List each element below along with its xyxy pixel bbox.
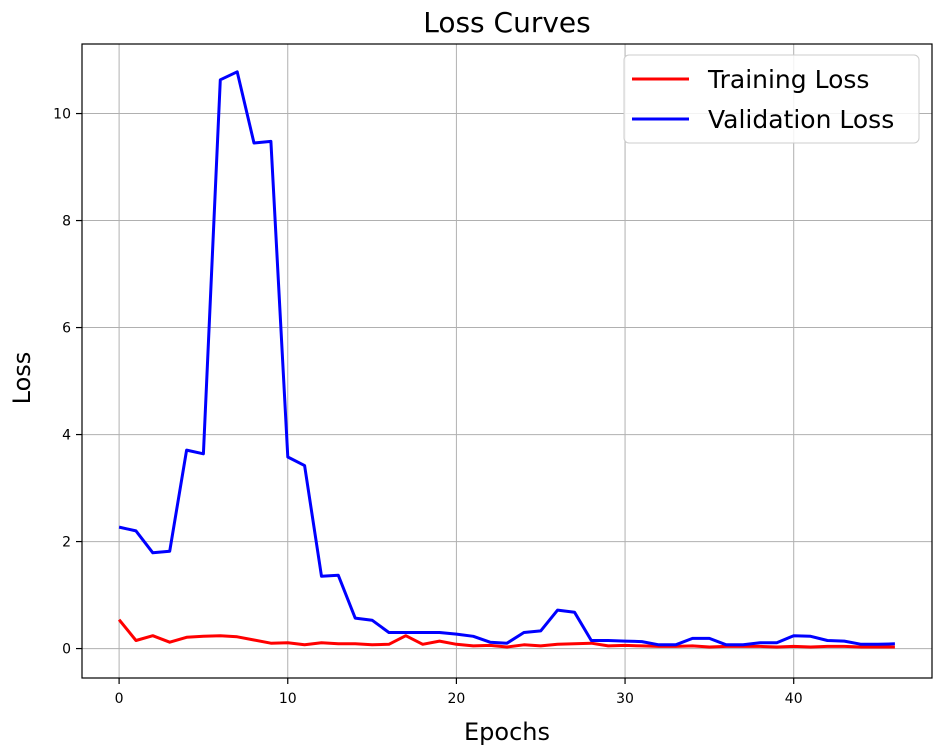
y-tick-label: 0 <box>62 642 71 658</box>
axis-ticks: 0 10 20 30 40 0 2 4 6 8 10 <box>53 107 802 707</box>
legend-label-training-loss: Training Loss <box>707 65 869 94</box>
series-line-training-loss <box>117 618 895 649</box>
series-lines <box>117 70 895 649</box>
y-tick-label: 2 <box>62 535 71 551</box>
y-axis-title: Loss <box>8 352 36 405</box>
chart-title: Loss Curves <box>423 6 591 39</box>
x-tick-label: 0 <box>115 691 124 707</box>
y-tick-label: 6 <box>62 321 71 337</box>
legend-box <box>623 54 920 144</box>
y-tick-label: 10 <box>53 107 71 123</box>
series-line-validation-loss <box>118 70 895 647</box>
x-tick-label: 30 <box>616 691 634 707</box>
x-tick-label: 10 <box>279 691 297 707</box>
legend-label-validation-loss: Validation Loss <box>708 105 894 134</box>
grid-lines <box>82 44 932 678</box>
plot-frame <box>81 43 933 679</box>
x-tick-label: 40 <box>785 691 803 707</box>
y-tick-label: 8 <box>62 214 71 230</box>
plot-area <box>82 44 932 678</box>
x-tick-label: 20 <box>447 691 465 707</box>
x-axis-title: Epochs <box>464 718 550 746</box>
y-tick-label: 4 <box>62 428 71 444</box>
legend: Training Loss Validation Loss <box>623 54 920 144</box>
